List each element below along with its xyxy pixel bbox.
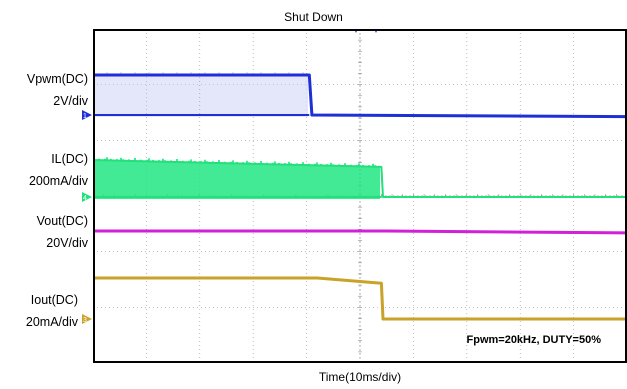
chart-title: Shut Down	[284, 10, 343, 24]
channel-ground-marker	[82, 314, 92, 324]
x-axis-label: Time(10ms/div)	[318, 370, 402, 384]
pwm-burst-0	[93, 72, 308, 117]
channel-1-name: Vpwm(DC)	[26, 72, 88, 86]
trace-IL(DC)	[93, 159, 627, 198]
pwm-burst-1	[93, 157, 380, 199]
channel-ground-marker	[82, 192, 92, 202]
trace-Iout(DC)	[93, 276, 627, 321]
left-marker-strip: 1 4 3	[82, 110, 92, 324]
channel-3-scale: 20V/div	[46, 236, 88, 250]
trace-Vout(DC)	[93, 229, 627, 235]
channel-ground-marker	[82, 110, 92, 120]
scope-screen	[93, 29, 627, 363]
channel-3-name: Vout(DC)	[36, 214, 88, 228]
channel-marker-number: 4	[83, 195, 87, 202]
channel-1-scale: 2V/div	[53, 94, 88, 108]
channel-marker-number: 3	[83, 317, 87, 324]
pwm-burst-lines	[93, 72, 308, 117]
plot-frame	[93, 29, 627, 363]
channel-marker-number: 1	[83, 113, 87, 120]
channel-4-scale: 20mA/div	[25, 315, 78, 329]
channel-2-scale: 200mA/div	[28, 174, 88, 188]
traces	[93, 72, 627, 321]
pwm-burst-lines	[93, 157, 380, 199]
channel-2-name: IL(DC)	[51, 152, 88, 166]
channel-4-name: Iout(DC)	[30, 293, 78, 307]
trace-Vpwm(DC)	[93, 73, 627, 119]
chart-annotation: Fpwm=20kHz, DUTY=50%	[466, 334, 602, 346]
